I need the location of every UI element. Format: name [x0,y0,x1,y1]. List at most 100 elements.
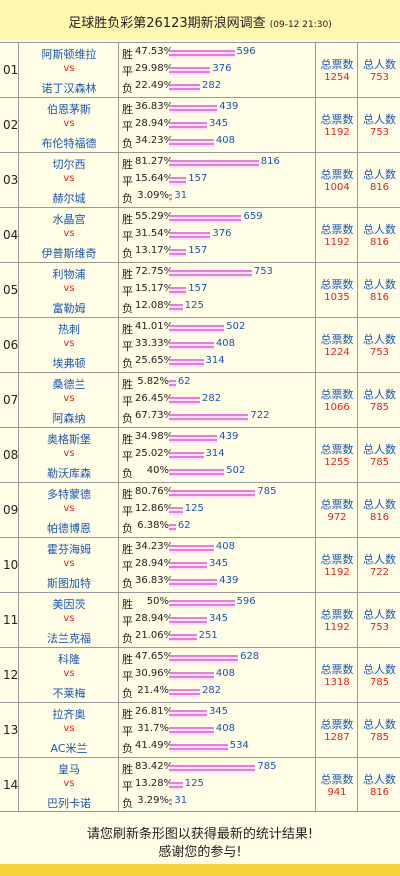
outcome-label: 胜 [122,488,133,501]
vs: vs [63,503,75,514]
outcome-label: 平 [122,780,133,793]
vs: vs [63,228,75,239]
votes-label: 总票数 [320,773,354,786]
outcome-label: 负 [122,742,133,755]
outcome-label: 负 [122,137,133,150]
outcome-label: 负 [122,302,133,315]
pct: 6.38% [137,520,169,531]
vote-bar [169,634,197,642]
outcome-label: 胜 [122,708,133,721]
votes-cell: 总票数 1066 [315,373,357,427]
match-no: 13 [3,723,19,737]
outcome-label: 胜 [122,268,133,281]
votes-value: 1318 [324,677,350,688]
vote-bar [169,359,204,367]
footer-line: 感谢您的参与! [158,845,242,860]
pct: 13.28% [135,778,174,789]
people-label: 总人数 [363,113,396,126]
team-cell: 拉齐奥 vs AC米兰 [18,703,118,757]
match-row: 06 热刺 vs 埃弗顿 胜 41.01% 502 平 33.33% 408 负 25.65% 314 总… [0,317,400,372]
stats-cell: 胜 34.98% 439 平 25.02% 314 负 40% 502 [118,428,315,482]
footer-band [0,864,400,876]
people-value: 753 [369,72,390,83]
vote-bar [169,342,214,350]
outcome-label: 平 [122,395,133,408]
people-cell: 总人数 722 [357,538,400,592]
match-row: 10 霍芬海姆 vs 斯图加特 胜 34.23% 408 平 28.94% 345 负 36.83% 4… [0,537,400,592]
outcome-label: 胜 [122,378,133,391]
match-no: 10 [3,558,19,572]
vote-count: 408 [215,668,235,679]
outcome-label: 胜 [122,763,133,776]
votes-label: 总票数 [320,443,354,456]
votes-cell: 总票数 1192 [315,208,357,262]
vote-count: 282 [202,80,222,91]
team-cell: 奥格斯堡 vs 勒沃库森 [18,428,118,482]
people-cell: 总人数 816 [357,483,400,537]
people-cell: 总人数 816 [357,263,400,317]
vote-count: 659 [243,211,263,222]
people-value: 816 [369,512,390,523]
vote-count: 376 [212,228,232,239]
outcome-label: 胜 [122,323,133,336]
away-team: 埃弗顿 [52,357,86,370]
away-team: AC米兰 [50,742,88,755]
match-no: 07 [3,393,19,407]
people-cell: 总人数 785 [357,428,400,482]
match-row: 14 皇马 vs 巴列卡诺 胜 83.42% 785 平 13.28% 125 负 3.29% 31 总票… [0,757,400,812]
away-team: 阿森纳 [52,412,86,425]
outcome-label: 平 [122,340,133,353]
votes-cell: 总票数 972 [315,483,357,537]
outcome-label: 负 [122,577,133,590]
outcome-label: 平 [122,175,133,188]
title-text: 足球胜负彩第26123期新浪网调查 [68,16,266,31]
vote-bar [169,67,211,75]
outcome-label: 平 [122,670,133,683]
outcome-label: 负 [122,192,133,205]
outcome-label: 平 [122,285,133,298]
vote-bar [169,84,201,92]
people-value: 753 [369,347,390,358]
votes-cell: 总票数 1287 [315,703,357,757]
vs: vs [63,118,75,129]
outcome-label: 平 [122,65,133,78]
people-cell: 总人数 753 [357,98,400,152]
people-value: 816 [369,237,390,248]
votes-value: 1255 [324,457,350,468]
people-value: 816 [369,787,390,798]
stats-cell: 胜 5.82% 62 平 26.45% 282 负 67.73% 722 [118,373,315,427]
stats-cell: 胜 80.76% 785 平 12.86% 125 负 6.38% 62 [118,483,315,537]
people-value: 816 [369,292,390,303]
vote-count: 439 [219,101,239,112]
outcome-label: 胜 [122,543,133,556]
vote-bar [169,105,218,113]
vote-count: 816 [260,156,280,167]
vote-count: 502 [226,465,246,476]
match-row: 01 阿斯顿维拉 vs 诺丁汉森林 胜 47.53% 596 平 29.98% 376 负 22.49… [0,42,400,97]
votes-cell: 总票数 1192 [315,593,357,647]
home-team: 热刺 [58,323,80,336]
votes-label: 总票数 [320,553,354,566]
team-cell: 科隆 vs 不莱梅 [18,648,118,702]
votes-label: 总票数 [320,498,354,511]
vote-count: 376 [212,63,232,74]
stats-cell: 胜 81.27% 816 平 15.64% 157 负 3.09% 31 [118,153,315,207]
vs: vs [63,613,75,624]
vote-bar [169,397,201,405]
people-cell: 总人数 785 [357,648,400,702]
vote-bar [169,562,207,570]
votes-label: 总票数 [320,168,354,181]
vote-bar [169,524,176,532]
pct: 21.06% [135,630,174,641]
match-row: 09 多特蒙德 vs 帕德博恩 胜 80.76% 785 平 12.86% 125 负 6.38% 62… [0,482,400,537]
votes-value: 1004 [324,182,350,193]
pct: 81.27% [135,156,174,167]
votes-value: 1254 [324,72,350,83]
vote-count: 408 [215,135,235,146]
people-value: 785 [369,402,390,413]
votes-label: 总票数 [320,223,354,236]
votes-cell: 总票数 1004 [315,153,357,207]
vote-count: 125 [184,300,204,311]
match-row: 04 水晶宫 vs 伊普斯维奇 胜 55.29% 659 平 31.54% 376 负 13.17% 1… [0,207,400,262]
people-cell: 总人数 785 [357,703,400,757]
